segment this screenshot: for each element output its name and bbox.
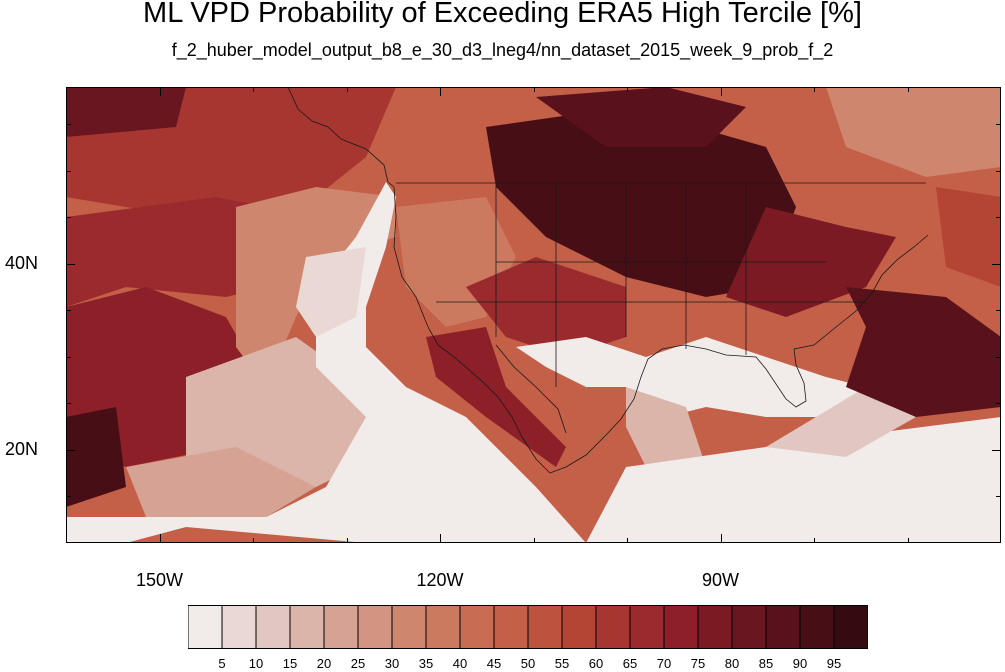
map-title: ML VPD Probability of Exceeding ERA5 Hig… bbox=[143, 0, 862, 29]
colorbar-swatch bbox=[527, 605, 563, 649]
y-tick-mark bbox=[996, 217, 1001, 218]
colorbar-swatch bbox=[697, 605, 733, 649]
x-tick-mark bbox=[253, 538, 254, 543]
x-tick-mark bbox=[534, 538, 535, 543]
colorbar-label: 20 bbox=[316, 656, 332, 671]
colorbar-swatch bbox=[833, 605, 868, 649]
colorbar-swatch bbox=[323, 605, 359, 649]
y-tick-mark bbox=[996, 124, 1001, 125]
x-tick-mark bbox=[253, 87, 254, 92]
colorbar-swatch bbox=[731, 605, 767, 649]
y-tick-mark bbox=[66, 403, 71, 404]
colorbar-swatch bbox=[391, 605, 427, 649]
y-tick-mark bbox=[66, 450, 75, 451]
y-tick-mark bbox=[996, 171, 1001, 172]
colorbar-label: 60 bbox=[588, 656, 604, 671]
colorbar-label: 30 bbox=[384, 656, 400, 671]
x-tick-mark bbox=[721, 87, 722, 96]
colorbar-swatch bbox=[425, 605, 461, 649]
y-tick-mark bbox=[996, 403, 1001, 404]
colorbar-swatch bbox=[255, 605, 291, 649]
x-tick-mark bbox=[440, 87, 441, 96]
y-tick-mark bbox=[66, 310, 71, 311]
colorbar-label: 65 bbox=[622, 656, 638, 671]
probability-field bbox=[66, 87, 1001, 543]
colorbar-swatch bbox=[221, 605, 257, 649]
x-tick-label: 90W bbox=[701, 570, 739, 590]
colorbar-label: 50 bbox=[520, 656, 536, 671]
x-tick-mark bbox=[908, 87, 909, 92]
map-subtitle: f_2_huber_model_output_b8_e_30_d3_lneg4/… bbox=[171, 40, 834, 60]
x-tick-mark bbox=[347, 87, 348, 92]
y-tick-mark bbox=[996, 357, 1001, 358]
colorbar-label: 45 bbox=[486, 656, 502, 671]
colorbar-label: 55 bbox=[554, 656, 570, 671]
colorbar-swatch bbox=[289, 605, 325, 649]
y-tick-label: 20N bbox=[4, 438, 38, 459]
y-tick-mark bbox=[66, 124, 71, 125]
colorbar-label: 5 bbox=[218, 656, 226, 671]
colorbar-swatch bbox=[357, 605, 393, 649]
colorbar-label: 70 bbox=[656, 656, 672, 671]
x-tick-mark bbox=[160, 534, 161, 543]
y-tick-mark bbox=[66, 264, 75, 265]
y-tick-mark bbox=[996, 496, 1001, 497]
colorbar-swatch bbox=[493, 605, 529, 649]
map-frame bbox=[66, 87, 1001, 543]
x-tick-mark bbox=[440, 534, 441, 543]
colorbar-swatch bbox=[459, 605, 495, 649]
x-tick-mark bbox=[627, 538, 628, 543]
y-tick-mark bbox=[992, 264, 1001, 265]
x-tick-label: 120W bbox=[416, 570, 464, 590]
colorbar-label: 10 bbox=[248, 656, 264, 671]
y-tick-label: 40N bbox=[4, 252, 38, 273]
colorbar-swatch bbox=[188, 605, 223, 649]
y-tick-mark bbox=[66, 496, 71, 497]
colorbar-swatch bbox=[595, 605, 631, 649]
x-tick-mark bbox=[814, 87, 815, 92]
colorbar-label: 90 bbox=[792, 656, 808, 671]
y-tick-mark bbox=[66, 357, 71, 358]
colorbar-label: 85 bbox=[758, 656, 774, 671]
colorbar-label: 25 bbox=[350, 656, 366, 671]
x-tick-mark bbox=[814, 538, 815, 543]
x-tick-mark bbox=[721, 534, 722, 543]
y-tick-mark bbox=[66, 171, 71, 172]
colorbar-label: 80 bbox=[724, 656, 740, 671]
colorbar-label: 75 bbox=[690, 656, 706, 671]
x-tick-mark bbox=[534, 87, 535, 92]
colorbar-label: 15 bbox=[282, 656, 298, 671]
colorbar-swatch bbox=[765, 605, 801, 649]
coastline-overlay bbox=[287, 87, 929, 474]
colorbar bbox=[188, 605, 868, 649]
colorbar-label: 40 bbox=[452, 656, 468, 671]
map-panel bbox=[66, 87, 1001, 543]
colorbar-label: 95 bbox=[826, 656, 842, 671]
x-tick-mark bbox=[908, 538, 909, 543]
x-tick-label: 150W bbox=[135, 570, 184, 590]
x-tick-mark bbox=[160, 87, 161, 96]
colorbar-swatch bbox=[663, 605, 699, 649]
y-tick-mark bbox=[992, 450, 1001, 451]
y-tick-mark bbox=[996, 310, 1001, 311]
y-tick-mark bbox=[66, 217, 71, 218]
x-tick-mark bbox=[627, 87, 628, 92]
colorbar-swatch bbox=[629, 605, 665, 649]
colorbar-swatch bbox=[799, 605, 835, 649]
colorbar-label: 35 bbox=[418, 656, 434, 671]
colorbar-swatch bbox=[561, 605, 597, 649]
x-tick-mark bbox=[347, 538, 348, 543]
